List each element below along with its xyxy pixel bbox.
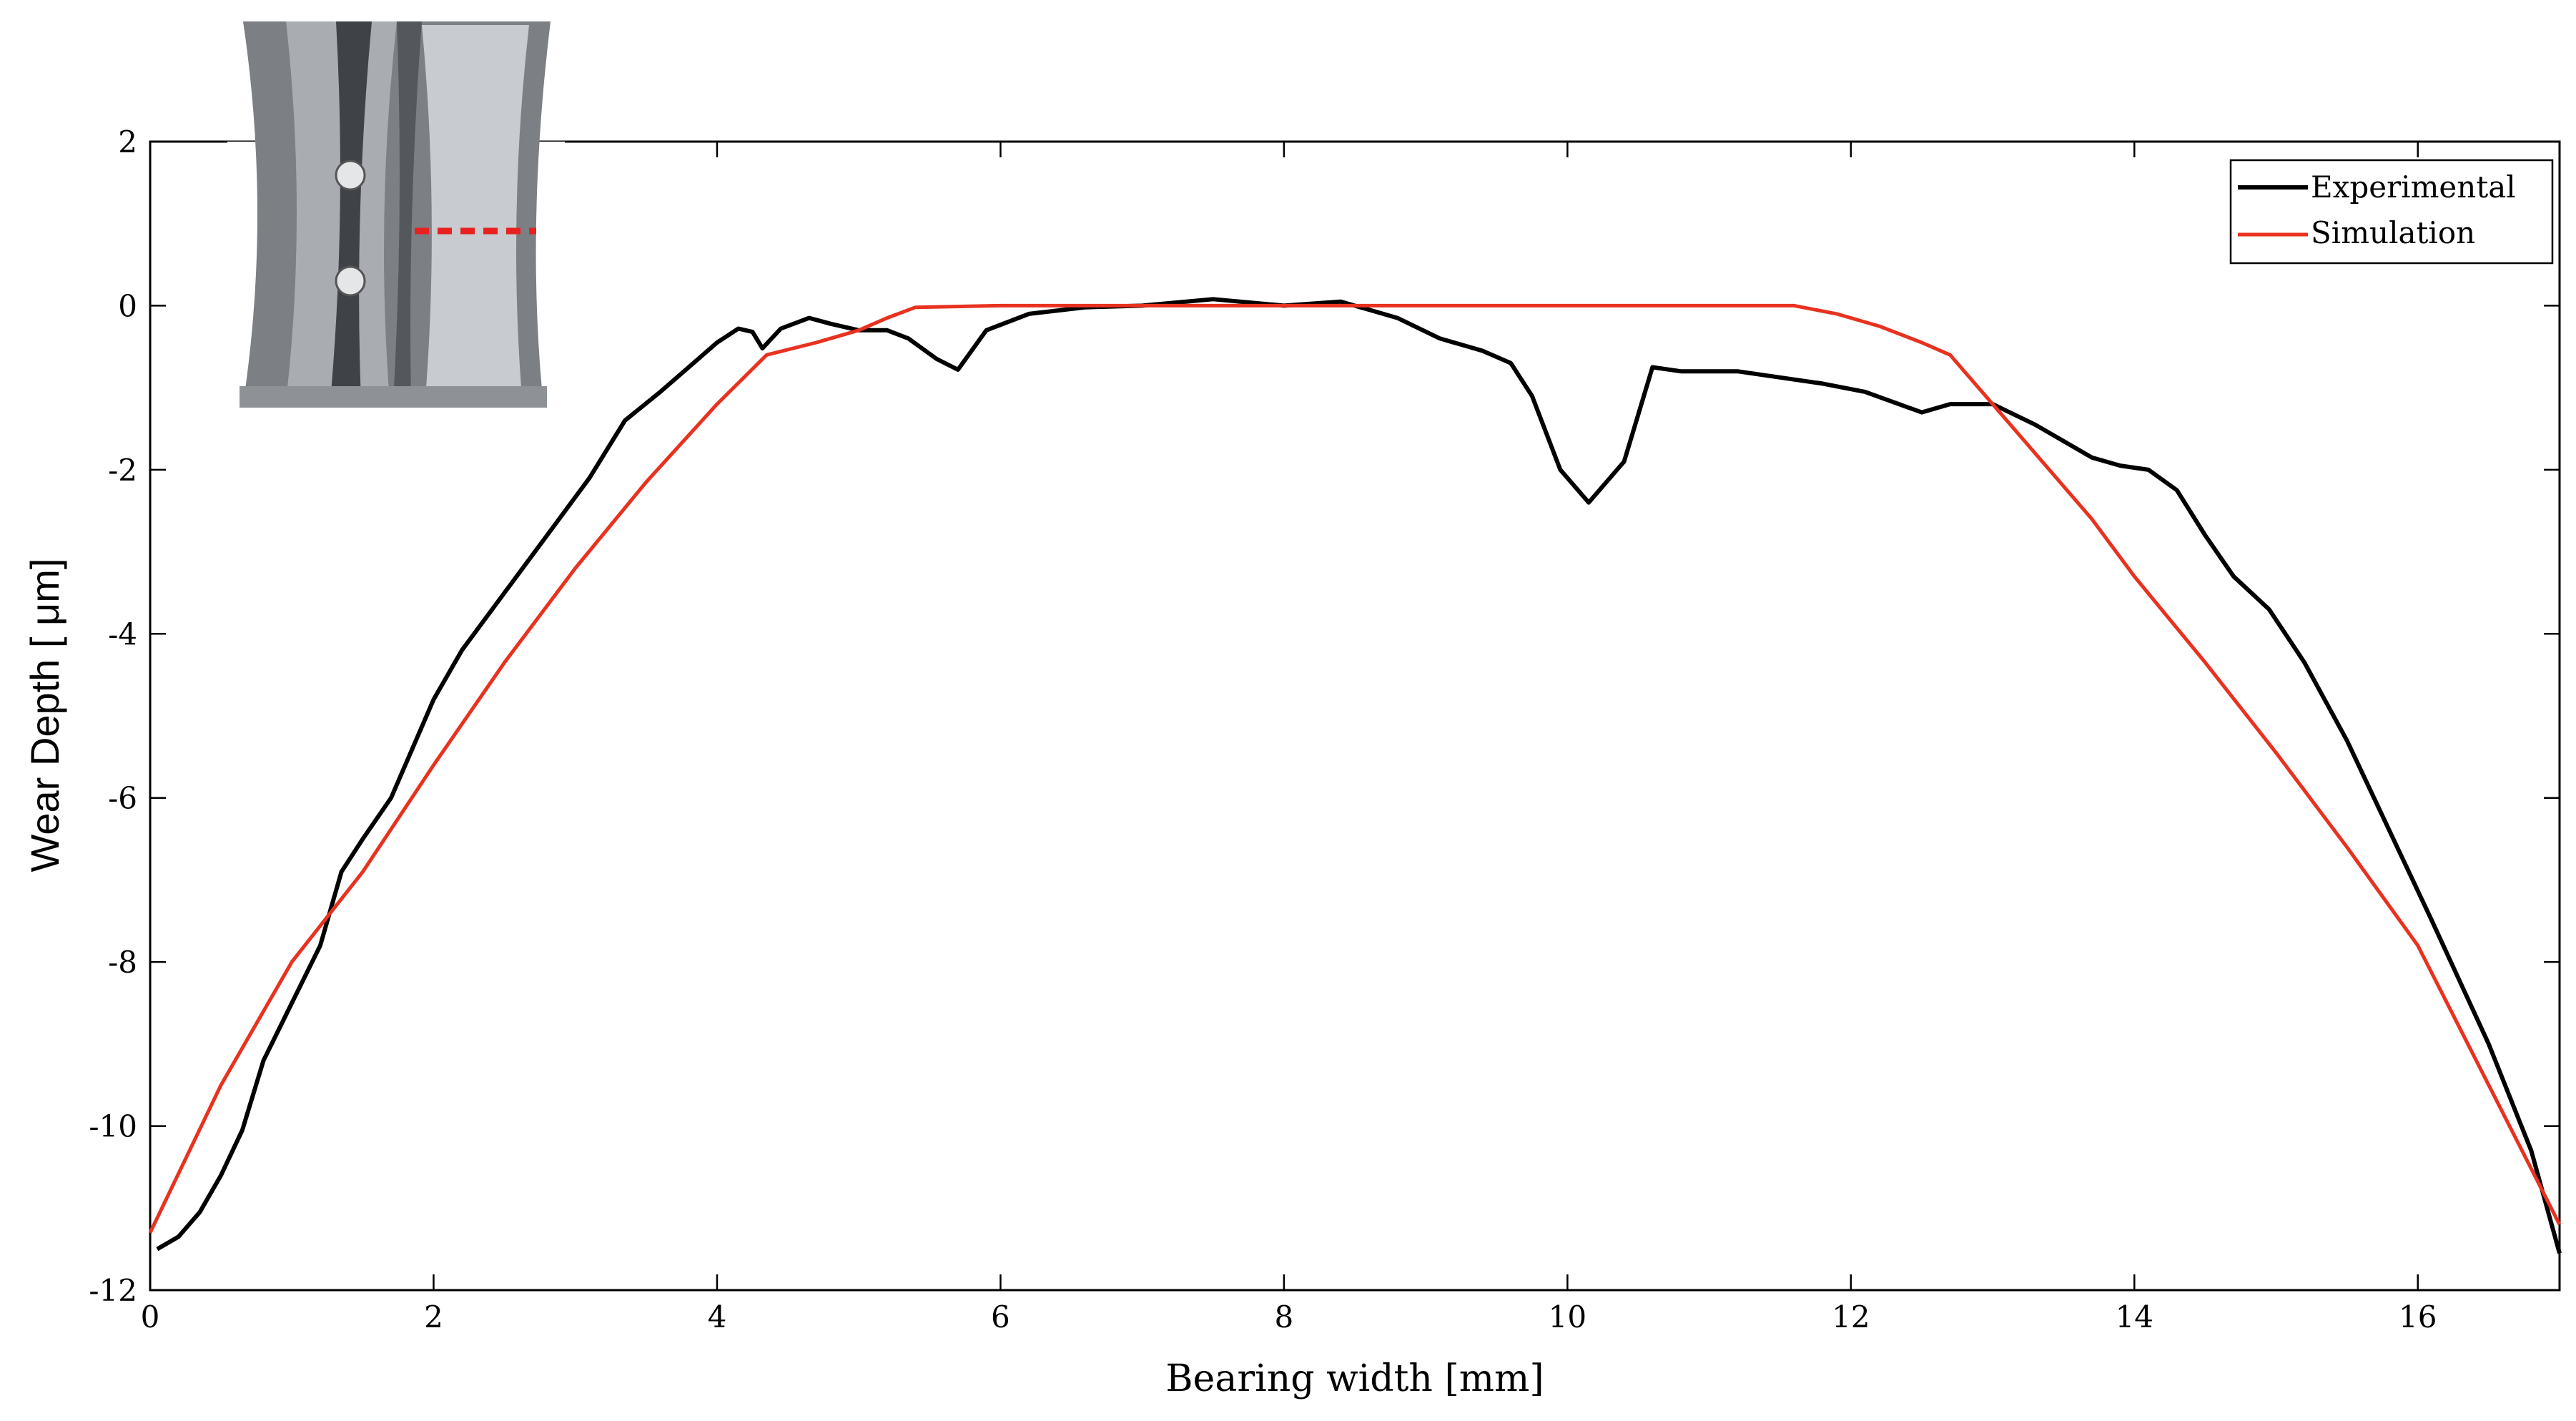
x-tick-label: 4 xyxy=(708,1299,727,1334)
x-tick-label: 14 xyxy=(2116,1299,2153,1334)
y-tick-label: -8 xyxy=(108,945,137,980)
bearing-shell-photo xyxy=(227,21,565,424)
legend: Experimental Simulation xyxy=(2229,159,2554,265)
y-tick-label: 0 xyxy=(118,288,137,323)
y-tick-label: -10 xyxy=(89,1109,137,1144)
y-tick-label: -6 xyxy=(108,781,137,816)
y-tick-label: -12 xyxy=(89,1273,137,1308)
series-layer xyxy=(148,297,2562,1254)
x-tick-label: 16 xyxy=(2399,1299,2437,1334)
series-line-experimental xyxy=(156,297,2562,1254)
legend-label-experimental: Experimental xyxy=(2311,169,2516,205)
x-tick-label: 2 xyxy=(424,1299,443,1334)
x-tick-label: 10 xyxy=(1549,1299,1586,1334)
y-tick-label: 2 xyxy=(118,124,137,159)
y-tick-label: -2 xyxy=(108,453,137,488)
x-axis-title: Bearing width [mm] xyxy=(1165,1357,1544,1400)
y-axis-title: Wear Depth [ μm] xyxy=(22,559,67,872)
x-tick-label: 6 xyxy=(991,1299,1010,1334)
y-tick-label: -4 xyxy=(108,616,137,652)
x-tick-label: 12 xyxy=(1832,1299,1870,1334)
legend-label-simulation: Simulation xyxy=(2311,215,2475,250)
axis-ticks xyxy=(149,140,2560,1292)
legend-box xyxy=(2229,159,2554,265)
tick-labels: 0 2 4 6 8 10 12 14 16 2 0 -2 -4 -6 -8 -10 -12 xyxy=(89,124,2437,1334)
x-tick-label: 0 xyxy=(141,1299,160,1334)
x-tick-label: 8 xyxy=(1275,1299,1294,1334)
series-line-simulation xyxy=(148,303,2562,1234)
